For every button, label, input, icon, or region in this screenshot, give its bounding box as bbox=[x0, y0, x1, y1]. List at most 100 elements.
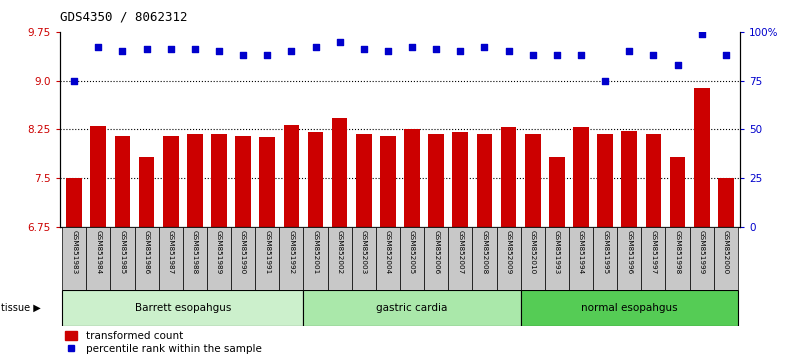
Bar bbox=[646, 134, 661, 227]
Point bbox=[551, 52, 564, 58]
Bar bbox=[642, 227, 665, 290]
Text: GSM851989: GSM851989 bbox=[216, 230, 222, 274]
Text: GSM851993: GSM851993 bbox=[554, 230, 560, 274]
Point bbox=[599, 78, 611, 84]
Text: GSM851984: GSM851984 bbox=[96, 230, 101, 274]
Point bbox=[406, 45, 419, 50]
Point bbox=[430, 47, 443, 52]
Bar bbox=[183, 227, 207, 290]
Point bbox=[334, 39, 346, 45]
Point bbox=[357, 47, 370, 52]
Legend: transformed count, percentile rank within the sample: transformed count, percentile rank withi… bbox=[65, 331, 262, 354]
Text: GSM852006: GSM852006 bbox=[433, 230, 439, 274]
Text: normal esopahgus: normal esopahgus bbox=[581, 303, 677, 313]
Bar bbox=[718, 178, 734, 227]
Text: GDS4350 / 8062312: GDS4350 / 8062312 bbox=[60, 11, 187, 24]
Text: GSM852005: GSM852005 bbox=[409, 230, 415, 274]
Text: GSM851999: GSM851999 bbox=[699, 230, 704, 274]
Bar bbox=[135, 227, 158, 290]
Bar bbox=[66, 178, 82, 227]
Bar bbox=[308, 132, 323, 227]
Bar bbox=[303, 227, 328, 290]
Bar bbox=[452, 132, 468, 227]
Bar bbox=[714, 227, 738, 290]
Point bbox=[454, 48, 466, 54]
Bar bbox=[472, 227, 497, 290]
Text: GSM851983: GSM851983 bbox=[71, 230, 77, 274]
Bar bbox=[352, 227, 376, 290]
Text: GSM852010: GSM852010 bbox=[529, 230, 536, 274]
Point bbox=[575, 52, 587, 58]
Bar bbox=[115, 136, 131, 227]
Point bbox=[285, 48, 298, 54]
Bar bbox=[279, 227, 303, 290]
Bar bbox=[448, 227, 472, 290]
Text: GSM851991: GSM851991 bbox=[264, 230, 271, 274]
Point bbox=[140, 47, 153, 52]
Bar bbox=[497, 227, 521, 290]
Point bbox=[695, 31, 708, 37]
Point bbox=[68, 78, 80, 84]
Point bbox=[623, 48, 636, 54]
Point bbox=[189, 47, 201, 52]
Bar bbox=[356, 134, 372, 227]
Bar bbox=[376, 227, 400, 290]
Bar bbox=[404, 129, 420, 227]
Text: GSM851997: GSM851997 bbox=[650, 230, 657, 274]
Point bbox=[526, 52, 539, 58]
Bar bbox=[158, 227, 183, 290]
Text: GSM851995: GSM851995 bbox=[602, 230, 608, 274]
Bar bbox=[207, 227, 231, 290]
Point bbox=[671, 62, 684, 68]
Bar bbox=[328, 227, 352, 290]
Text: GSM851987: GSM851987 bbox=[168, 230, 174, 274]
Bar bbox=[597, 134, 613, 227]
Bar bbox=[187, 134, 203, 227]
Bar bbox=[521, 227, 544, 290]
Bar bbox=[424, 227, 448, 290]
Bar bbox=[428, 134, 444, 227]
Text: GSM852007: GSM852007 bbox=[458, 230, 463, 274]
Bar bbox=[525, 134, 540, 227]
Point bbox=[164, 47, 177, 52]
Point bbox=[478, 45, 491, 50]
Bar bbox=[689, 227, 714, 290]
Point bbox=[647, 52, 660, 58]
Bar bbox=[380, 136, 396, 227]
Bar bbox=[617, 227, 642, 290]
Text: GSM851996: GSM851996 bbox=[626, 230, 632, 274]
Bar bbox=[163, 136, 178, 227]
Text: GSM851986: GSM851986 bbox=[143, 230, 150, 274]
Bar bbox=[694, 88, 709, 227]
Bar bbox=[569, 227, 593, 290]
Bar bbox=[501, 127, 517, 227]
Bar bbox=[283, 125, 299, 227]
Text: GSM852009: GSM852009 bbox=[505, 230, 512, 274]
Bar bbox=[669, 157, 685, 227]
Text: GSM852001: GSM852001 bbox=[313, 230, 318, 274]
Point bbox=[116, 48, 129, 54]
Bar bbox=[303, 290, 521, 326]
Point bbox=[381, 48, 394, 54]
Point bbox=[309, 45, 322, 50]
Text: GSM852004: GSM852004 bbox=[385, 230, 391, 274]
Bar bbox=[62, 290, 303, 326]
Bar bbox=[521, 290, 738, 326]
Point bbox=[720, 52, 732, 58]
Bar bbox=[665, 227, 689, 290]
Text: GSM852008: GSM852008 bbox=[482, 230, 487, 274]
Bar bbox=[256, 227, 279, 290]
Text: gastric cardia: gastric cardia bbox=[377, 303, 447, 313]
Text: GSM851988: GSM851988 bbox=[192, 230, 198, 274]
Text: GSM852003: GSM852003 bbox=[361, 230, 367, 274]
Bar bbox=[62, 227, 86, 290]
Text: GSM851998: GSM851998 bbox=[674, 230, 681, 274]
Bar bbox=[86, 227, 111, 290]
Text: GSM851985: GSM851985 bbox=[119, 230, 126, 274]
Bar bbox=[231, 227, 256, 290]
Bar bbox=[544, 227, 569, 290]
Bar bbox=[400, 227, 424, 290]
Bar bbox=[332, 118, 348, 227]
Point bbox=[502, 48, 515, 54]
Point bbox=[213, 48, 225, 54]
